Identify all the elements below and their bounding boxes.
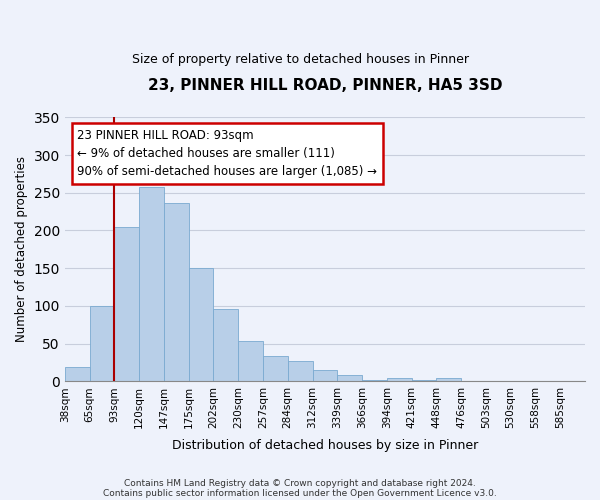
Bar [65,367,89,382]
Bar [238,342,263,382]
Bar [89,306,115,382]
Title: 23, PINNER HILL ROAD, PINNER, HA5 3SD: 23, PINNER HILL ROAD, PINNER, HA5 3SD [148,78,502,92]
Y-axis label: Number of detached properties: Number of detached properties [15,156,28,342]
Bar [436,378,461,382]
Bar [188,268,214,382]
Bar [214,309,238,382]
Bar [139,188,164,382]
Bar [313,370,337,382]
Bar [115,226,139,382]
Bar [560,380,585,382]
Text: 23 PINNER HILL ROAD: 93sqm
← 9% of detached houses are smaller (111)
90% of semi: 23 PINNER HILL ROAD: 93sqm ← 9% of detac… [77,128,377,178]
Bar [164,204,188,382]
Text: Contains HM Land Registry data © Crown copyright and database right 2024.: Contains HM Land Registry data © Crown c… [124,478,476,488]
Bar [288,361,313,382]
Bar [486,380,511,382]
Text: Contains public sector information licensed under the Open Government Licence v3: Contains public sector information licen… [103,488,497,498]
Bar [412,380,436,382]
Text: Size of property relative to detached houses in Pinner: Size of property relative to detached ho… [131,52,469,66]
Bar [362,380,387,382]
Bar [263,356,288,382]
Bar [337,376,362,382]
X-axis label: Distribution of detached houses by size in Pinner: Distribution of detached houses by size … [172,440,478,452]
Bar [387,378,412,382]
